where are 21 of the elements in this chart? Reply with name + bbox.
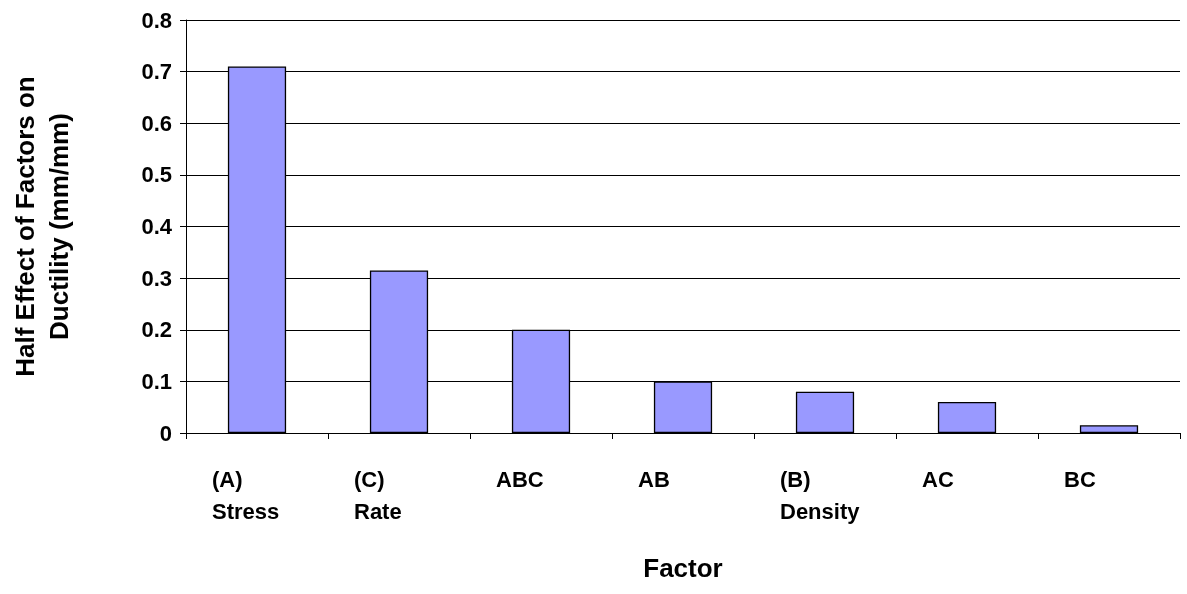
x-tick-label: ABC — [496, 466, 544, 492]
x-tick-label: AC — [922, 466, 954, 492]
y-tick-label: 0.1 — [141, 368, 172, 394]
x-tick-label: AB — [638, 466, 670, 492]
y-tick-label: 0.3 — [141, 265, 172, 291]
x-tick-label: (A) Stress — [212, 466, 280, 524]
y-tick-label: 0.7 — [141, 59, 172, 85]
y-tick-label: 0.6 — [141, 110, 172, 136]
x-axis-title: Factor — [643, 553, 723, 583]
y-tick-label: 0.2 — [141, 317, 172, 343]
y-tick-label: 0.5 — [141, 162, 172, 188]
y-tick-label: 0.4 — [141, 214, 173, 239]
y-axis-title: Half Effect of Factors on Ductility (mm/mm) — [10, 76, 74, 377]
x-tick-label: (C) Rate — [354, 466, 402, 524]
x-tick-label: (B) Density — [780, 466, 861, 524]
bar — [795, 391, 855, 433]
bar — [937, 402, 997, 433]
bar — [1079, 425, 1139, 433]
x-tick-label: BC — [1064, 466, 1096, 492]
y-tick-label: 0.8 — [141, 7, 172, 33]
y-tick-label: 0 — [159, 420, 172, 446]
